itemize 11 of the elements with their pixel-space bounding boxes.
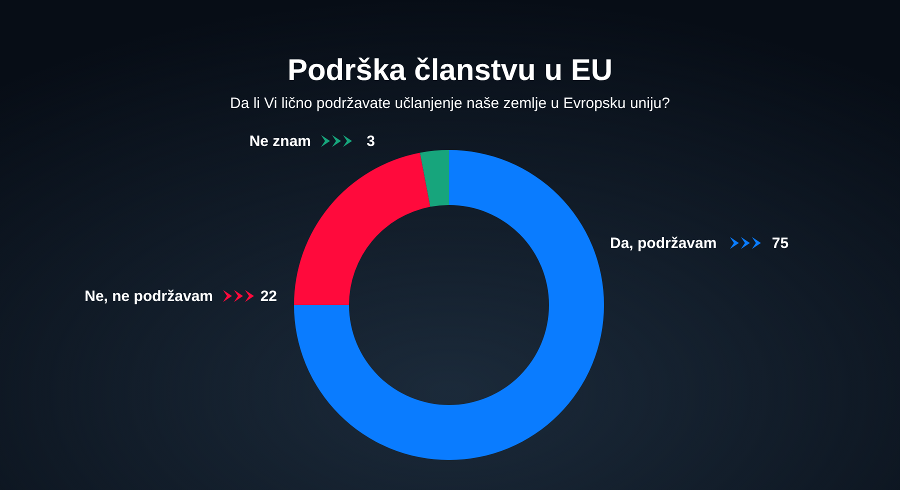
data-label: 75 xyxy=(772,235,789,252)
data-label: 3 xyxy=(366,133,375,150)
donut-slice xyxy=(294,152,430,305)
data-label: 22 xyxy=(260,288,277,305)
donut-slice xyxy=(294,150,604,460)
chart-subtitle: Da li Vi lično podržavate učlanjenje naše zemlje u Evropsku uniju? xyxy=(230,95,670,112)
chart-title: Podrška članstvu u EU xyxy=(287,54,613,87)
legend-label: Ne znam xyxy=(249,133,311,150)
donut-slice xyxy=(420,150,449,207)
legend-label: Da, podržavam xyxy=(610,235,717,252)
legend-label: Ne, ne podržavam xyxy=(84,288,213,305)
